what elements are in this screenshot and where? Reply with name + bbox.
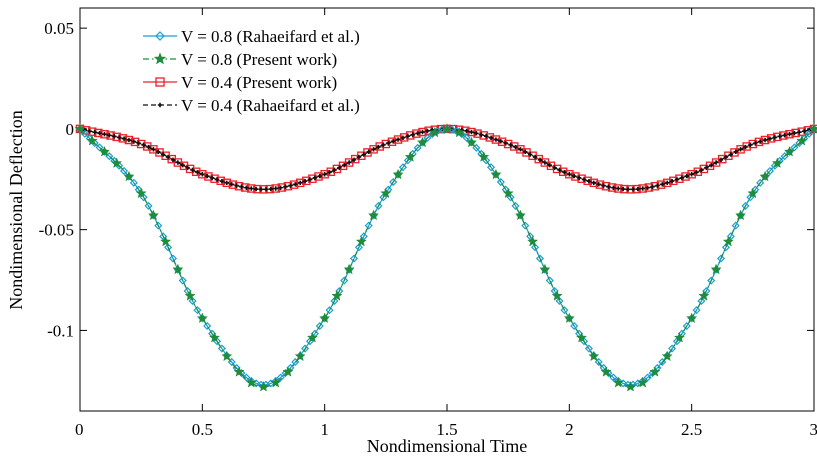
legend-label: V = 0.4 (Rahaeifard et al.) [181, 96, 360, 115]
y-tick-label: -0.05 [39, 221, 74, 240]
y-tick-label: 0.05 [44, 19, 74, 38]
legend-label: V = 0.8 (Rahaeifard et al.) [181, 27, 360, 46]
y-axis-title: Nondimensional Deflection [6, 110, 26, 309]
x-tick-label: 1 [320, 420, 329, 439]
x-tick-label: 2 [565, 420, 574, 439]
y-tick-label: -0.1 [47, 321, 74, 340]
x-tick-label: 3 [810, 420, 817, 439]
x-tick-label: 0 [75, 420, 84, 439]
x-axis-title: Nondimensional Time [367, 436, 528, 456]
y-tick-label: 0 [66, 120, 75, 139]
x-tick-label: 0.5 [192, 420, 213, 439]
legend-label: V = 0.8 (Present work) [181, 50, 337, 69]
x-tick-label: 2.5 [681, 420, 702, 439]
legend-label: V = 0.4 (Present work) [181, 73, 337, 92]
